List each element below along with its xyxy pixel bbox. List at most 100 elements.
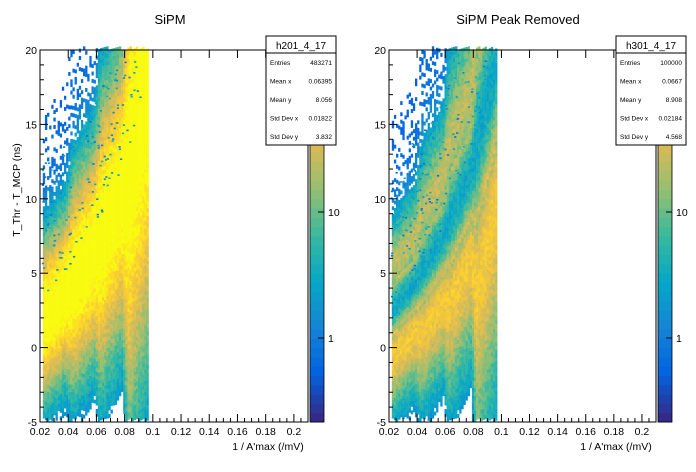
heatmap-cell bbox=[76, 107, 79, 112]
heatmap-cell bbox=[393, 412, 397, 417]
heatmap-cell bbox=[44, 304, 48, 309]
heatmap-cell bbox=[131, 82, 134, 87]
heatmap-cell bbox=[116, 355, 120, 360]
heatmap-cell bbox=[114, 337, 118, 342]
heatmap-cell bbox=[127, 144, 130, 149]
heatmap-cell bbox=[142, 259, 145, 263]
heatmap-cell bbox=[142, 225, 145, 230]
heatmap-cell bbox=[133, 72, 136, 74]
heatmap-cell bbox=[131, 171, 134, 176]
heatmap-cell bbox=[61, 276, 65, 281]
heatmap-cell bbox=[76, 152, 79, 156]
heatmap-cell bbox=[118, 288, 122, 293]
heatmap-cell bbox=[118, 64, 122, 69]
heatmap-cell bbox=[140, 275, 143, 279]
heatmap-cell bbox=[89, 368, 92, 373]
heatmap-cell bbox=[68, 183, 71, 188]
heatmap-cell bbox=[44, 211, 48, 216]
heatmap-cell bbox=[125, 265, 128, 270]
heatmap-cell bbox=[114, 121, 118, 126]
heatmap-cell bbox=[85, 106, 88, 111]
heatmap-cell bbox=[53, 281, 56, 286]
heatmap-cell bbox=[83, 414, 86, 419]
heatmap-cell bbox=[129, 228, 132, 233]
heatmap-cell bbox=[121, 347, 124, 351]
heatmap-cell bbox=[116, 169, 120, 174]
heatmap-cell bbox=[146, 160, 149, 164]
heatmap-cell bbox=[144, 410, 147, 415]
heatmap-cell bbox=[44, 233, 48, 238]
heatmap-cell bbox=[87, 107, 90, 112]
heatmap-cell bbox=[146, 253, 149, 257]
heatmap-cell bbox=[133, 163, 137, 168]
heatmap-cell bbox=[104, 169, 107, 174]
heatmap-cell bbox=[118, 143, 122, 148]
heatmap-cell bbox=[80, 384, 84, 389]
heatmap-cell bbox=[51, 275, 54, 280]
heatmap-cell bbox=[116, 277, 120, 282]
heatmap-cell bbox=[131, 149, 134, 154]
heatmap-cell bbox=[104, 251, 107, 256]
heatmap-cell bbox=[112, 51, 115, 56]
heatmap-cell bbox=[91, 331, 94, 336]
heatmap-cell bbox=[129, 76, 132, 81]
heatmap-cell bbox=[146, 111, 149, 116]
heatmap-cell bbox=[121, 213, 124, 218]
heatmap-cell bbox=[112, 360, 115, 365]
heatmap-cell bbox=[114, 107, 118, 112]
heatmap-cell bbox=[51, 346, 54, 351]
heatmap-cell bbox=[108, 53, 111, 58]
heatmap-cell bbox=[61, 220, 65, 225]
heatmap-cell bbox=[398, 330, 401, 335]
heatmap-cell bbox=[87, 166, 90, 171]
heatmap-cell bbox=[118, 373, 122, 378]
heatmap-cell bbox=[106, 98, 109, 103]
heatmap-cell bbox=[131, 398, 134, 403]
heatmap-cell bbox=[103, 155, 106, 158]
heatmap-cell bbox=[146, 241, 149, 246]
heatmap-cell bbox=[99, 327, 103, 332]
heatmap-cell bbox=[70, 332, 73, 337]
heatmap-cell bbox=[135, 329, 139, 334]
heatmap-cell bbox=[59, 401, 63, 406]
heatmap-cell bbox=[396, 335, 399, 340]
heatmap-cell bbox=[80, 265, 84, 269]
heatmap-cell bbox=[106, 150, 109, 155]
heatmap-cell bbox=[70, 217, 73, 221]
heatmap-cell bbox=[114, 259, 118, 264]
heatmap-cell bbox=[83, 180, 86, 185]
heatmap-cell bbox=[396, 242, 399, 247]
heatmap-cell bbox=[66, 208, 69, 213]
heatmap-cell bbox=[74, 344, 77, 349]
heatmap-cell bbox=[112, 312, 115, 317]
heatmap-cell bbox=[114, 110, 118, 115]
heatmap-cell bbox=[44, 312, 48, 316]
heatmap-cell bbox=[83, 317, 86, 322]
heatmap-cell bbox=[133, 170, 137, 175]
heatmap-cell bbox=[142, 329, 145, 334]
heatmap-cell bbox=[44, 263, 48, 268]
heatmap-cell bbox=[127, 307, 130, 312]
heatmap-cell bbox=[138, 224, 141, 229]
heatmap-cell bbox=[44, 349, 48, 354]
heatmap-cell bbox=[68, 217, 71, 221]
heatmap-cell bbox=[68, 265, 71, 270]
heatmap-cell bbox=[57, 299, 60, 304]
heatmap-cell bbox=[118, 195, 122, 200]
heatmap-cell bbox=[129, 239, 132, 244]
heatmap-cell bbox=[112, 338, 115, 343]
heatmap-cell bbox=[127, 378, 130, 383]
heatmap-cell bbox=[49, 385, 52, 390]
palette-step bbox=[310, 403, 324, 414]
heatmap-cell bbox=[47, 376, 50, 381]
heatmap-cell bbox=[85, 132, 88, 137]
heatmap-cell bbox=[127, 404, 130, 409]
heatmap-cell bbox=[85, 114, 88, 118]
heatmap-cell bbox=[108, 387, 111, 392]
heatmap-cell bbox=[80, 358, 84, 362]
heatmap-cell bbox=[83, 351, 86, 356]
heatmap-cell bbox=[70, 257, 73, 262]
heatmap-cell bbox=[57, 388, 60, 393]
heatmap-cell bbox=[87, 282, 90, 287]
heatmap-cell bbox=[108, 380, 111, 385]
